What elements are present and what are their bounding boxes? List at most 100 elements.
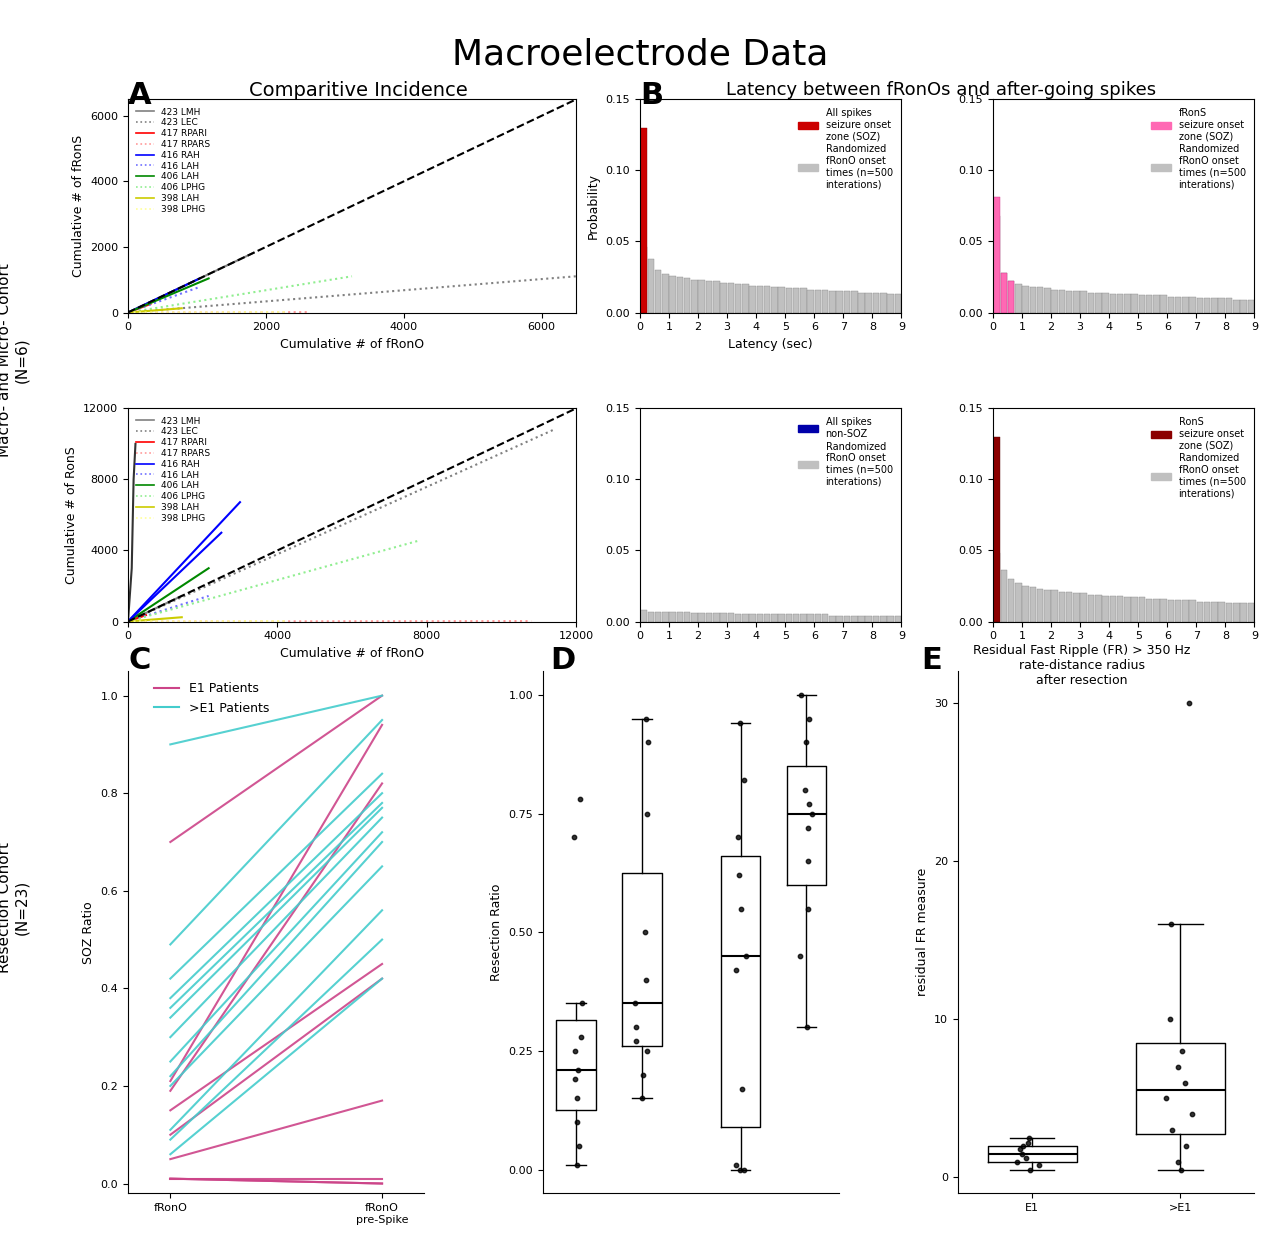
- 423 LMH: [246, 245, 261, 260]
- 406 LAH: [195, 273, 210, 288]
- Bar: [1051, 590, 1059, 622]
- Text: A: A: [128, 81, 151, 109]
- 406 LAH: [201, 271, 216, 286]
- Legend: 423 LMH, 423 LEC, 417 RPARI, 417 RPARS, 416 RAH, 416 LAH, 406 LAH, 406 LPHG, 398: 423 LMH, 423 LEC, 417 RPARI, 417 RPARS, …: [133, 413, 214, 526]
- X-axis label: Cumulative # of fRonO: Cumulative # of fRonO: [280, 646, 424, 660]
- 417 RPARS: [227, 305, 242, 319]
- Point: [726, 1155, 746, 1175]
- Text: C: C: [128, 646, 150, 675]
- 398 LAH: [120, 305, 136, 319]
- 423 LMH: [145, 293, 160, 308]
- Bar: [1116, 295, 1124, 312]
- Point: [1160, 1009, 1180, 1029]
- Bar: [786, 614, 792, 622]
- 406 LPHG: [333, 271, 348, 286]
- 417 RPARI: [125, 303, 141, 318]
- Legend: fRonS
seizure onset
zone (SOZ), Randomized
fRonO onset
times (n=500
interations): fRonS seizure onset zone (SOZ), Randomiz…: [1147, 104, 1249, 193]
- Bar: [993, 198, 1000, 312]
- Bar: [1197, 298, 1203, 312]
- Bar: [1240, 603, 1247, 622]
- Y-axis label: SOZ Ratio: SOZ Ratio: [82, 901, 95, 963]
- Bar: [727, 613, 733, 622]
- Point: [635, 709, 655, 728]
- 417 RPARI: [143, 297, 159, 312]
- Bar: [691, 613, 698, 622]
- Point: [564, 1069, 585, 1089]
- Line: 423 LMH: 423 LMH: [128, 252, 253, 312]
- 406 LAH: [169, 285, 184, 300]
- Line: 416 RAH: 416 RAH: [128, 278, 200, 312]
- Line: 406 LPHG: 406 LPHG: [128, 276, 352, 312]
- Bar: [1102, 292, 1108, 312]
- 406 LAH: [161, 287, 177, 302]
- Bar: [677, 612, 684, 622]
- Point: [564, 828, 585, 848]
- Point: [731, 899, 751, 919]
- Bar: [1080, 593, 1087, 622]
- 416 RAH: [137, 297, 152, 312]
- Bar: [648, 259, 654, 312]
- Text: Macro- and Micro- Cohort
(N=6): Macro- and Micro- Cohort (N=6): [0, 264, 29, 457]
- Point: [1167, 1057, 1188, 1076]
- 417 RPARS: [300, 305, 315, 319]
- Point: [1156, 1089, 1176, 1109]
- Bar: [1080, 291, 1087, 312]
- Bar: [1094, 292, 1102, 312]
- Bar: [764, 614, 771, 622]
- Bar: [873, 615, 879, 622]
- Text: D: D: [550, 646, 576, 675]
- Bar: [1001, 571, 1007, 622]
- Bar: [771, 614, 778, 622]
- Bar: [640, 610, 646, 622]
- 398 LPHG: [214, 305, 229, 319]
- Bar: [993, 436, 1000, 622]
- Point: [797, 851, 818, 871]
- 416 RAH: [120, 305, 136, 319]
- Bar: [822, 290, 828, 312]
- Bar: [1023, 585, 1029, 622]
- 398 LAH: [131, 305, 146, 319]
- 416 LAH: [192, 280, 207, 295]
- Bar: [829, 291, 836, 312]
- Bar: [756, 286, 763, 312]
- Bar: [735, 614, 741, 622]
- Bar: [1175, 297, 1181, 312]
- Bar: [1124, 295, 1130, 312]
- Bar: [1175, 600, 1181, 622]
- 417 RPARI: [132, 301, 147, 316]
- 423 LMH: [184, 275, 200, 290]
- Line: 417 RPARI: 417 RPARI: [128, 305, 151, 312]
- Bar: [1248, 300, 1254, 312]
- Bar: [873, 292, 879, 312]
- 416 RAH: [188, 272, 204, 287]
- 406 LPHG: [344, 268, 360, 283]
- 423 LMH: [195, 270, 210, 285]
- Bar: [721, 282, 727, 312]
- Bar: [742, 614, 749, 622]
- Bar: [829, 615, 836, 622]
- Bar: [1219, 298, 1225, 312]
- Bar: [814, 614, 822, 622]
- Bar: [1240, 300, 1247, 312]
- Point: [727, 828, 748, 848]
- Bar: [1226, 603, 1233, 622]
- Point: [1012, 1136, 1033, 1156]
- Legend: All spikes
non-SOZ, Randomized
fRonO onset
times (n=500
interations): All spikes non-SOZ, Randomized fRonO ons…: [795, 413, 896, 491]
- Bar: [1001, 272, 1007, 312]
- Bar: [1066, 291, 1073, 312]
- Point: [625, 993, 645, 1013]
- Point: [1016, 1149, 1037, 1168]
- Point: [726, 961, 746, 981]
- 423 LEC: [545, 271, 561, 286]
- Bar: [640, 247, 646, 312]
- Point: [1175, 1136, 1196, 1156]
- Legend: RonS
seizure onset
zone (SOZ), Randomized
fRonO onset
times (n=500
interations): RonS seizure onset zone (SOZ), Randomize…: [1147, 413, 1249, 502]
- Line: 398 LAH: 398 LAH: [128, 308, 182, 312]
- Bar: [993, 553, 1000, 622]
- Text: B: B: [640, 81, 663, 109]
- Bar: [713, 281, 719, 312]
- Point: [1175, 1073, 1196, 1093]
- 417 RPARS: [285, 305, 301, 319]
- Bar: [1248, 603, 1254, 622]
- Bar: [895, 295, 901, 312]
